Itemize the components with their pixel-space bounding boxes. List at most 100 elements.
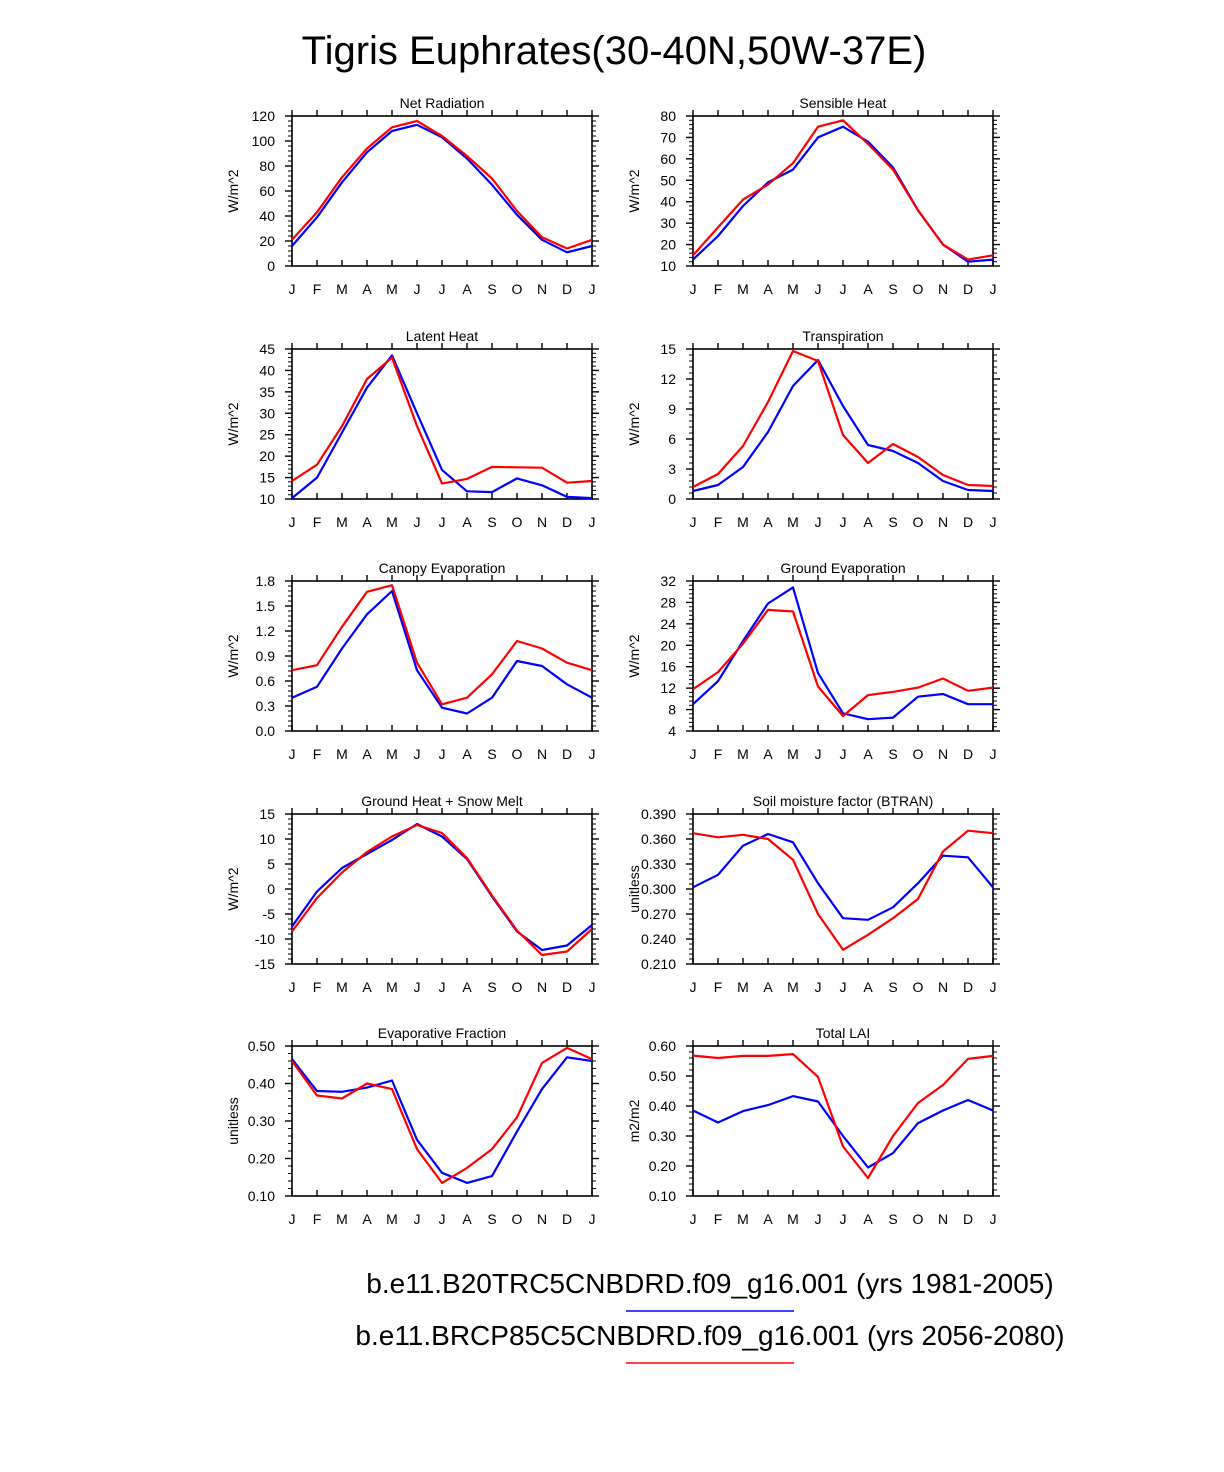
chart-title: Soil moisture factor (BTRAN)	[753, 793, 933, 809]
x-tick-label: O	[512, 1211, 523, 1227]
x-tick-label: O	[512, 979, 523, 995]
y-tick-label: 45	[259, 341, 275, 357]
x-tick-label: M	[386, 281, 398, 297]
x-tick-label: F	[714, 281, 723, 297]
x-tick-label: M	[386, 514, 398, 530]
x-tick-label: O	[512, 281, 523, 297]
x-tick-label: J	[815, 746, 822, 762]
x-tick-label: S	[888, 979, 897, 995]
x-tick-label: J	[439, 514, 446, 530]
y-tick-label: 60	[259, 183, 275, 199]
y-tick-label: 80	[660, 108, 676, 124]
x-tick-label: S	[888, 514, 897, 530]
series-line-2	[692, 1052, 994, 1180]
y-tick-label: 10	[259, 831, 275, 847]
x-tick-label: F	[313, 514, 322, 530]
x-tick-label: J	[289, 979, 296, 995]
x-tick-label: J	[840, 1211, 847, 1227]
x-tick-label: D	[963, 281, 973, 297]
y-axis-label: W/m^2	[225, 169, 241, 212]
y-tick-label: 0.20	[248, 1151, 275, 1167]
y-tick-label: 80	[259, 158, 275, 174]
x-tick-label: J	[289, 746, 296, 762]
x-tick-label: F	[714, 979, 723, 995]
y-tick-label: 0.10	[649, 1188, 676, 1204]
x-tick-label: D	[963, 1211, 973, 1227]
y-tick-label: 0.20	[649, 1158, 676, 1174]
x-tick-label: O	[913, 514, 924, 530]
x-tick-label: M	[787, 1211, 799, 1227]
y-tick-label: 30	[660, 215, 676, 231]
series-line-1	[291, 354, 593, 500]
y-axis-label: W/m^2	[225, 402, 241, 445]
x-tick-label: J	[990, 514, 997, 530]
y-tick-label: 0.30	[248, 1113, 275, 1129]
y-tick-label: 4	[668, 723, 676, 739]
series-line-1	[692, 586, 993, 721]
x-tick-label: S	[487, 746, 496, 762]
x-tick-label: J	[414, 746, 421, 762]
y-tick-label: 20	[259, 448, 275, 464]
chart-panel-total-lai: J F M A M J J A S O N D J0.100.200.300.400.500.60Tot…	[626, 1025, 1000, 1227]
x-tick-label: S	[487, 281, 496, 297]
y-axis-label: W/m^2	[626, 169, 642, 212]
plot-frame	[692, 813, 994, 965]
x-tick-label: J	[439, 1211, 446, 1227]
x-tick-label: D	[963, 514, 973, 530]
x-tick-label: J	[414, 514, 421, 530]
y-tick-label: 0	[267, 258, 275, 274]
x-tick-label: A	[362, 979, 372, 995]
x-tick-label: N	[537, 1211, 547, 1227]
x-tick-label: M	[787, 979, 799, 995]
y-tick-label: 70	[660, 129, 676, 145]
x-tick-label: M	[336, 281, 348, 297]
x-tick-label: N	[537, 281, 547, 297]
x-tick-label: F	[714, 1211, 723, 1227]
x-tick-label: J	[289, 514, 296, 530]
chart-title: Canopy Evaporation	[379, 560, 506, 576]
y-tick-label: 0.210	[641, 956, 676, 972]
x-tick-label: J	[439, 281, 446, 297]
x-tick-label: J	[840, 979, 847, 995]
y-tick-label: 12	[660, 371, 676, 387]
x-tick-label: M	[336, 514, 348, 530]
chart-title: Ground Evaporation	[780, 560, 905, 576]
y-axis-label: W/m^2	[225, 867, 241, 910]
series-line-2	[291, 823, 593, 957]
x-tick-label: A	[863, 514, 873, 530]
y-axis-label: W/m^2	[626, 634, 642, 677]
x-tick-label: J	[690, 1211, 697, 1227]
y-tick-label: 35	[259, 384, 275, 400]
y-tick-label: 1.5	[256, 598, 276, 614]
y-tick-label: 0.10	[248, 1188, 275, 1204]
y-tick-label: 0.40	[649, 1098, 676, 1114]
y-tick-label: 24	[660, 616, 676, 632]
x-tick-label: J	[439, 979, 446, 995]
series-line-2	[291, 356, 593, 485]
y-tick-label: 0.300	[641, 881, 676, 897]
y-tick-label: 0.60	[649, 1038, 676, 1054]
x-tick-label: N	[938, 979, 948, 995]
y-tick-label: 20	[660, 637, 676, 653]
x-tick-label: M	[336, 979, 348, 995]
series-line-1	[692, 832, 994, 921]
y-tick-label: 0	[267, 881, 275, 897]
x-tick-label: F	[313, 746, 322, 762]
y-tick-label: 10	[259, 491, 275, 507]
x-tick-label: M	[737, 1211, 749, 1227]
y-tick-label: 8	[668, 702, 676, 718]
y-tick-label: 20	[259, 233, 275, 249]
x-tick-label: J	[589, 514, 596, 530]
x-tick-label: D	[562, 1211, 572, 1227]
y-tick-label: 15	[660, 341, 676, 357]
series-line-1	[291, 589, 593, 715]
figure-title: Tigris Euphrates(30-40N,50W-37E)	[302, 29, 927, 73]
x-tick-label: N	[537, 514, 547, 530]
x-tick-label: J	[414, 281, 421, 297]
x-tick-label: O	[913, 281, 924, 297]
x-tick-label: J	[990, 979, 997, 995]
x-tick-label: J	[840, 514, 847, 530]
y-tick-label: 0.3	[256, 698, 276, 714]
